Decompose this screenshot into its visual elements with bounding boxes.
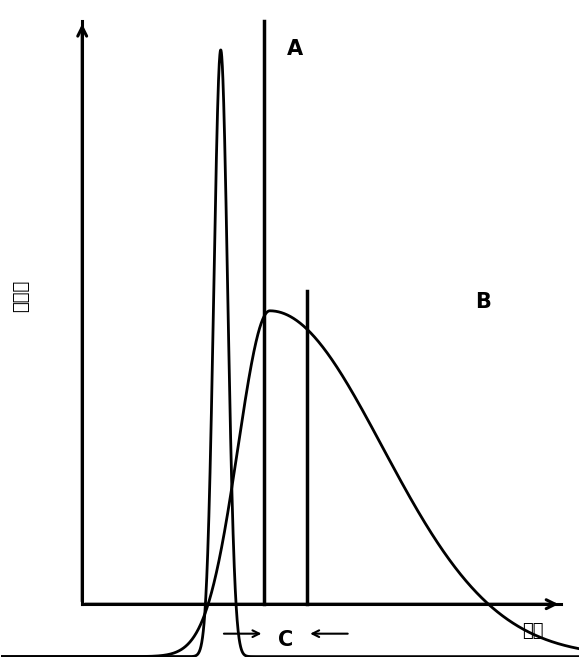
Text: C: C (278, 630, 293, 650)
Text: 波长: 波长 (523, 622, 544, 640)
Text: B: B (475, 291, 491, 312)
Text: A: A (287, 39, 303, 59)
Text: 振幅值: 振幅值 (13, 280, 31, 313)
